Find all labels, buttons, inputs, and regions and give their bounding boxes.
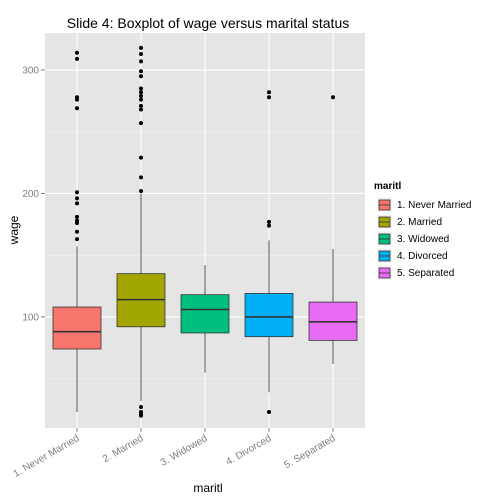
box-iqr — [244, 293, 294, 338]
outlier-point — [331, 95, 335, 100]
legend-title: maritl — [374, 181, 401, 192]
outlier-point — [139, 413, 143, 418]
outlier-point — [139, 59, 143, 64]
legend: maritl 1. Never Married 2. Married 3. Wido… — [374, 181, 471, 281]
outlier-point — [139, 103, 143, 108]
outlier-point — [139, 405, 143, 410]
outlier-point — [139, 86, 143, 91]
outlier-point — [139, 90, 143, 95]
legend-label: 1. Never Married — [397, 200, 471, 211]
outlier-point — [75, 229, 79, 234]
legend-label: 5. Separated — [397, 268, 454, 279]
box-3 — [180, 265, 230, 373]
legend-label: 4. Divorced — [397, 251, 448, 262]
outlier-point — [75, 214, 79, 219]
y-tick-label: 300 — [22, 66, 39, 77]
box-5 — [308, 95, 358, 364]
legend-label: 2. Married — [397, 217, 442, 228]
box-4 — [244, 90, 294, 414]
outlier-point — [75, 201, 79, 206]
outlier-point — [139, 51, 143, 56]
outlier-point — [139, 107, 143, 112]
x-axis-title: maritl — [193, 481, 222, 495]
outlier-point — [139, 155, 143, 160]
outlier-point — [75, 106, 79, 111]
box-series — [52, 45, 358, 418]
legend-label: 3. Widowed — [397, 234, 449, 245]
outlier-point — [139, 45, 143, 50]
outlier-point — [75, 190, 79, 195]
outlier-point — [75, 196, 79, 201]
outlier-point — [75, 237, 79, 242]
outlier-point — [267, 95, 271, 100]
outlier-point — [139, 74, 143, 79]
outlier-point — [75, 50, 79, 55]
box-iqr — [52, 306, 102, 350]
outlier-point — [267, 219, 271, 224]
outlier-point — [139, 121, 143, 126]
y-axis-title: wage — [7, 215, 21, 245]
y-tick-label: 200 — [22, 189, 39, 200]
outlier-point — [139, 97, 143, 102]
outlier-point — [139, 69, 143, 74]
outlier-point — [139, 93, 143, 98]
outlier-point — [267, 90, 271, 95]
outlier-point — [139, 189, 143, 193]
outlier-point — [267, 223, 271, 228]
outlier-point — [75, 221, 79, 226]
outlier-point — [75, 56, 79, 61]
chart-title: Slide 4: Boxplot of wage versus marital … — [67, 15, 349, 31]
outlier-point — [139, 175, 143, 180]
outlier-point — [75, 97, 79, 102]
y-axis-ticks: 100 200 300 — [22, 66, 45, 323]
box-1 — [52, 50, 102, 412]
box-iqr — [180, 294, 230, 334]
y-tick-label: 100 — [22, 312, 39, 323]
box-2 — [116, 45, 166, 418]
outlier-point — [267, 409, 271, 414]
